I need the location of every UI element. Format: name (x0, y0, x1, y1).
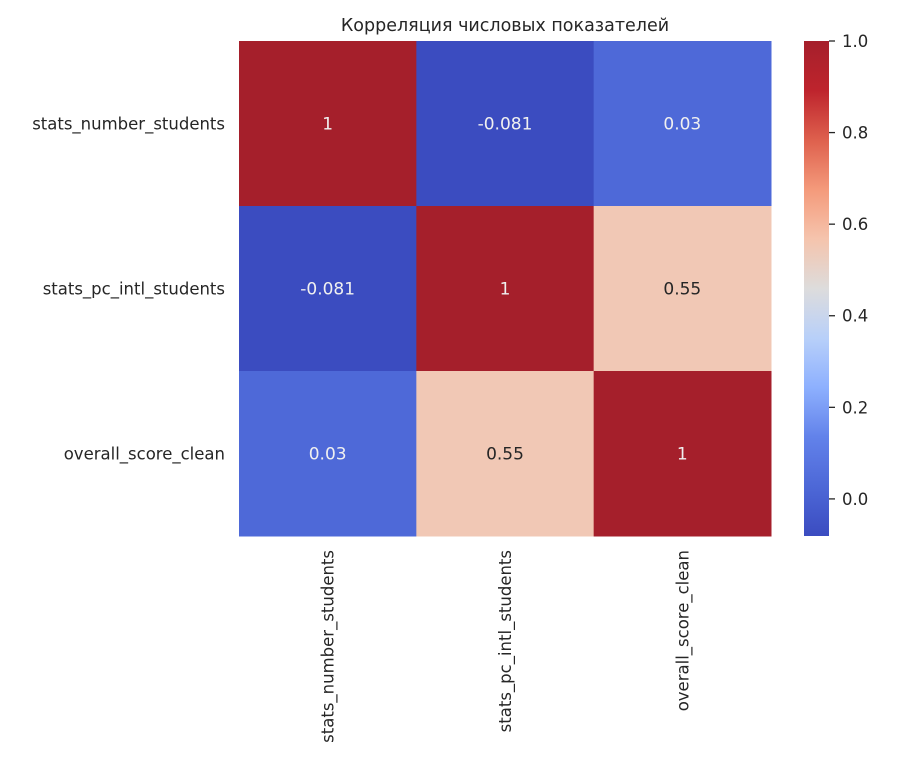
heatmap-cell-r1-c2 (593, 206, 772, 372)
colorbar-tick-label: 0.6 (842, 215, 868, 234)
x-tick-label: stats_number_students (319, 550, 339, 743)
colorbar-tick-label: 0.2 (842, 398, 868, 417)
colorbar-tick-label: 0.0 (842, 490, 868, 509)
cell-annotation-r1-c2: 0.55 (663, 280, 701, 300)
colorbar-gradient (804, 41, 829, 536)
colorbar-tick-label: 1.0 (842, 32, 868, 51)
y-tick-label: stats_pc_intl_students (43, 280, 225, 300)
heatmap-cell-r0-c1 (416, 41, 595, 207)
cell-annotation-r0-c0: 1 (322, 115, 333, 135)
heatmap-annotations: 1 -0.081 0.03 -0.081 1 0.55 0.03 0.55 1 (300, 115, 701, 465)
cell-annotation-r0-c1: -0.081 (478, 115, 533, 135)
cell-annotation-r0-c2: 0.03 (663, 115, 701, 135)
cell-annotation-r2-c2: 1 (677, 445, 688, 465)
x-tick-label: stats_pc_intl_students (496, 550, 516, 732)
colorbar-tick-label: 0.8 (842, 124, 868, 143)
heatmap-cell-r0-c2 (593, 41, 772, 207)
colorbar: 0.0 0.2 0.4 0.6 0.8 1.0 (804, 32, 868, 536)
y-tick-label: overall_score_clean (64, 445, 225, 465)
cell-annotation-r1-c0: -0.081 (300, 280, 355, 300)
heatmap-cell-r2-c2 (593, 371, 772, 537)
cell-annotation-r1-c1: 1 (500, 280, 511, 300)
x-tick-label: overall_score_clean (673, 550, 693, 711)
chart-title: Корреляция числовых показателей (341, 16, 669, 36)
y-tick-label: stats_number_students (32, 115, 225, 135)
heatmap-cell-r0-c0 (239, 41, 417, 207)
y-tick-labels: stats_number_students stats_pc_intl_stude… (32, 115, 225, 465)
heatmap-cell-r2-c1 (416, 371, 595, 537)
heatmap-cell-r1-c1 (416, 206, 595, 372)
cell-annotation-r2-c1: 0.55 (486, 445, 524, 465)
heatmap-cell-r2-c0 (239, 371, 417, 537)
x-tick-labels: stats_number_students stats_pc_intl_stude… (319, 550, 694, 743)
heatmap-cells (239, 41, 772, 537)
cell-annotation-r2-c0: 0.03 (309, 445, 347, 465)
heatmap-cell-r1-c0 (239, 206, 417, 372)
colorbar-tick-label: 0.4 (842, 307, 868, 326)
